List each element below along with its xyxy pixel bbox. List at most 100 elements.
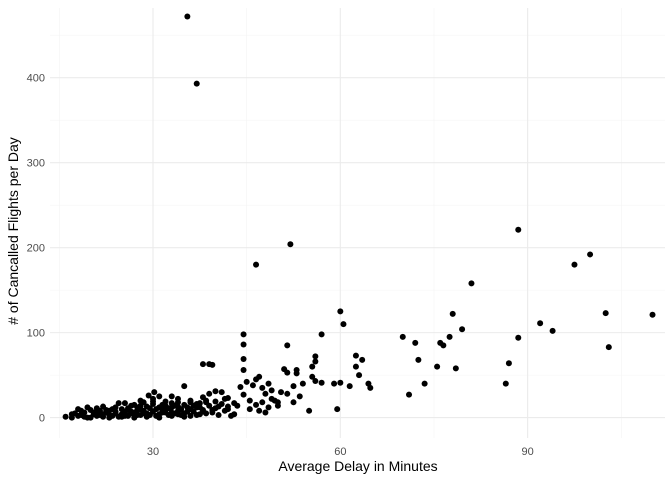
data-point [265,380,272,387]
data-point [515,334,522,341]
data-point [253,401,260,408]
data-point [193,80,200,87]
data-point [246,406,253,413]
data-point [240,331,247,338]
data-point [121,412,128,419]
data-point [62,413,69,420]
data-point [121,400,128,407]
data-point [228,412,235,419]
data-point [131,401,138,408]
x-tick-label: 60 [334,446,346,458]
data-point [334,406,341,413]
data-point [145,392,152,399]
data-point [134,406,141,413]
data-point [168,400,175,407]
data-point [271,397,278,404]
data-points [62,13,656,421]
data-point [312,378,319,385]
data-point [449,310,456,317]
data-point [193,412,200,419]
data-point [505,360,512,367]
data-point [284,390,291,397]
data-point [203,399,210,406]
data-point [346,383,353,390]
data-point [309,363,316,370]
data-point [537,320,544,327]
data-point [352,352,359,359]
data-point [118,406,125,413]
x-tick-labels: 30 60 90 [147,446,534,458]
data-point [240,341,247,348]
data-point [318,331,325,338]
data-point [549,327,556,334]
y-tick-label: 300 [27,158,45,170]
data-point [156,414,163,421]
data-point [306,407,313,414]
major-grid [50,8,665,438]
data-point [215,412,222,419]
data-point [299,380,306,387]
data-point [231,400,238,407]
data-point [312,358,319,365]
data-point [318,379,325,386]
data-point [206,361,213,368]
data-point [331,380,338,387]
data-point [468,280,475,287]
x-axis-title: Average Delay in Minutes [278,458,437,474]
data-point [137,397,144,404]
data-point [312,353,319,360]
data-point [112,408,119,415]
data-point [84,414,91,421]
data-point [337,308,344,315]
data-point [112,404,119,411]
data-point [262,409,269,416]
data-point [259,399,266,406]
data-point [587,251,594,258]
data-point [287,241,294,248]
data-point [93,405,100,412]
data-point [278,389,285,396]
data-point [502,380,509,387]
data-point [290,399,297,406]
x-tick-label: 90 [522,446,534,458]
data-point [268,387,275,394]
y-tick-labels: 0 100 200 300 400 [27,73,45,425]
data-point [68,411,75,418]
data-point [240,391,247,398]
data-point [199,394,206,401]
data-point [184,408,191,415]
data-point [515,226,522,233]
data-point [224,395,231,402]
data-point [106,407,113,414]
data-point [168,393,175,400]
data-point [406,391,413,398]
data-point [309,373,316,380]
data-point [174,403,181,410]
data-point [259,384,266,391]
data-point [143,403,150,410]
data-point [367,384,374,391]
data-point [187,397,194,404]
data-point [284,369,291,376]
data-point [262,390,269,397]
data-point [106,414,113,421]
data-point [337,379,344,386]
data-point [209,406,216,413]
data-point [212,388,219,395]
data-point [605,344,612,351]
data-point [649,311,656,318]
data-point [290,383,297,390]
data-point [131,414,138,421]
data-point [440,342,447,349]
data-point [352,363,359,370]
data-point [253,376,260,383]
data-point [602,310,609,317]
y-tick-label: 0 [39,413,45,425]
data-point [240,367,247,374]
data-point [359,356,366,363]
data-point [174,395,181,402]
data-point [446,333,453,340]
data-point [162,409,169,416]
data-point [81,409,88,416]
